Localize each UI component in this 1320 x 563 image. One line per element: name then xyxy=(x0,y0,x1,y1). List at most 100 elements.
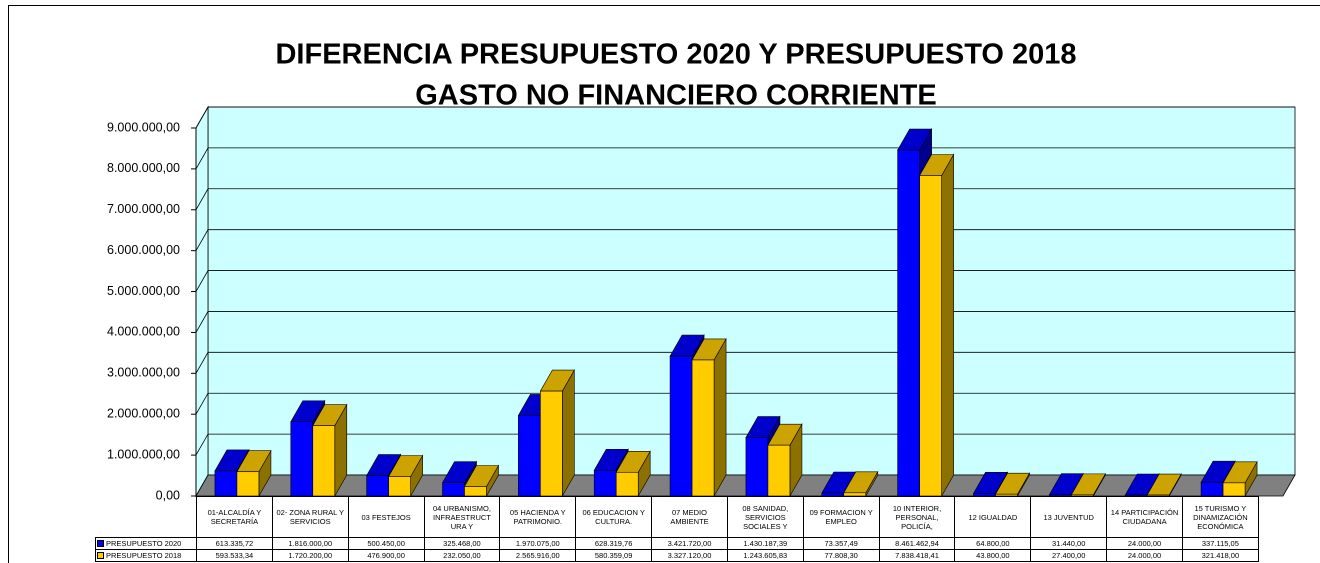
value-label: 43.800,00 xyxy=(954,549,1032,562)
bar-side xyxy=(941,153,954,498)
bar-front xyxy=(919,175,942,497)
bar-front xyxy=(593,470,617,497)
value-label: 580.359,09 xyxy=(575,549,653,562)
legend-label: PRESUPUESTO 2018 xyxy=(106,550,182,560)
legend-key xyxy=(97,540,104,548)
y-tick-label: 7.000.000,00 xyxy=(107,202,180,216)
value-label: 77.808,30 xyxy=(802,549,880,562)
value-label: 1.243.605,83 xyxy=(726,549,804,562)
value-label: 8.461.462,94 xyxy=(878,537,956,550)
bar xyxy=(919,153,955,498)
bar xyxy=(1222,460,1258,498)
bar-front xyxy=(745,437,769,497)
value-label: 2.565.916,00 xyxy=(499,549,577,562)
bar-front xyxy=(1222,482,1246,497)
category-label: 04 URBANISMO, INFRAESTRUCT URA Y xyxy=(423,496,501,538)
value-label: 27.400,00 xyxy=(1030,549,1108,562)
y-tick-label: 9.000.000,00 xyxy=(107,120,180,134)
category-label: 09 FORMACION Y EMPLEO xyxy=(802,496,880,538)
value-label: 24.000,00 xyxy=(1106,549,1183,562)
legend-key xyxy=(97,552,104,560)
value-label: 1.816.000,00 xyxy=(271,537,349,550)
y-tick-label: 5.000.000,00 xyxy=(107,284,180,298)
series-head: PRESUPUESTO 2018 xyxy=(95,549,197,562)
series-row: PRESUPUESTO 2018 593.533,34 1.720.200,00 47… xyxy=(95,549,1259,562)
series-row: PRESUPUESTO 2020 613.335,72 1.816.000,00 50… xyxy=(95,537,1259,550)
y-tick-label: 8.000.000,00 xyxy=(107,161,180,175)
value-label: 476.900,00 xyxy=(347,549,425,562)
bar-side xyxy=(562,368,575,498)
category-label: 01-ALCALDÍA Y SECRETARÍA xyxy=(196,496,273,538)
bar-front xyxy=(1200,481,1224,497)
bar-front xyxy=(236,471,260,497)
legend-label: PRESUPUESTO 2020 xyxy=(106,538,182,548)
bar-front xyxy=(388,476,411,497)
value-label: 3.421.720,00 xyxy=(651,537,728,550)
category-label: 05 HACIENDA Y PATRIMONIO. xyxy=(499,496,577,538)
series-head: PRESUPUESTO 2020 xyxy=(95,537,197,550)
value-label: 3.327.120,00 xyxy=(651,549,728,562)
bar-side xyxy=(713,337,727,498)
value-label: 31.440,00 xyxy=(1030,537,1108,550)
bar-front xyxy=(464,486,487,497)
category-label: 06 EDUCACION Y CULTURA. xyxy=(575,496,653,538)
bar-front xyxy=(1071,494,1094,497)
value-label: 24.000,00 xyxy=(1106,537,1183,550)
category-label: 02- ZONA RURAL Y SERVICIOS xyxy=(271,496,349,538)
category-row: 01-ALCALDÍA Y SECRETARÍA 02- ZONA RURAL Y… xyxy=(96,496,1259,538)
bar-front xyxy=(312,425,336,497)
bar-front xyxy=(897,149,920,497)
category-label: 14 PARTICIPACIÓN CIUDADANA xyxy=(1106,496,1183,538)
category-label: 13 JUVENTUD xyxy=(1030,496,1108,538)
back-wall xyxy=(207,106,1296,476)
category-label: 10 INTERIOR, PERSONAL, POLICÍA, xyxy=(878,496,956,538)
blank-cell xyxy=(96,497,197,538)
category-label: 07 MEDIO AMBIENTE xyxy=(651,496,728,538)
bar-front xyxy=(442,482,465,497)
category-label: 15 TURISMO Y DINAMIZACIÓN ECONÓMICA xyxy=(1181,496,1259,538)
bar-front xyxy=(691,359,715,497)
bar xyxy=(1070,472,1106,498)
bar-front xyxy=(366,475,389,497)
value-label: 73.357,49 xyxy=(802,537,880,550)
value-label: 337.115,05 xyxy=(1181,537,1259,550)
value-label: 1.970.075,00 xyxy=(499,537,577,550)
bar xyxy=(539,368,575,498)
bar xyxy=(388,454,424,498)
plot: 0,00 1.000.000,00 2.000.000,00 3.000.000,00… xyxy=(107,105,1296,502)
category-label: 03 FESTEJOS xyxy=(347,496,425,538)
bar-front xyxy=(214,470,238,497)
chart-subtitle: GASTO NO FINANCIERO CORRIENTE xyxy=(415,80,937,112)
bar xyxy=(994,472,1031,498)
value-label: 64.800,00 xyxy=(954,537,1032,550)
bar xyxy=(767,423,803,498)
value-label: 321.418,00 xyxy=(1181,549,1259,562)
y-tick-label: 3.000.000,00 xyxy=(107,366,180,380)
bar xyxy=(312,403,348,498)
value-label: 1.430.187,39 xyxy=(726,537,804,550)
bar-front xyxy=(669,355,693,497)
grid-line xyxy=(195,106,1295,129)
value-label: 325.468,00 xyxy=(423,537,501,550)
y-tick-label: 0,00 xyxy=(156,488,180,502)
bar xyxy=(691,337,727,498)
value-label: 613.335,72 xyxy=(196,537,273,550)
chart-title: DIFERENCIA PRESUPUESTO 2020 Y PRESUPUEST… xyxy=(275,39,1076,71)
y-tick-label: 6.000.000,00 xyxy=(107,243,180,257)
y-tick-label: 1.000.000,00 xyxy=(107,447,180,461)
bar xyxy=(236,449,272,498)
bar-front xyxy=(615,471,639,497)
category-label: 12 IGUALDAD xyxy=(954,496,1032,538)
bar-front xyxy=(290,421,314,497)
y-tick-label: 4.000.000,00 xyxy=(107,325,180,339)
data-table: 01-ALCALDÍA Y SECRETARÍA 02- ZONA RURAL Y… xyxy=(95,496,1259,562)
bar xyxy=(463,464,500,498)
value-label: 500.450,00 xyxy=(347,537,425,550)
value-label: 628.319,76 xyxy=(575,537,653,550)
bar-front xyxy=(767,444,791,497)
bar xyxy=(615,450,651,498)
value-label: 593.533,34 xyxy=(196,549,273,562)
category-label: 08 SANIDAD, SERVICIOS SOCIALES Y xyxy=(726,496,804,538)
